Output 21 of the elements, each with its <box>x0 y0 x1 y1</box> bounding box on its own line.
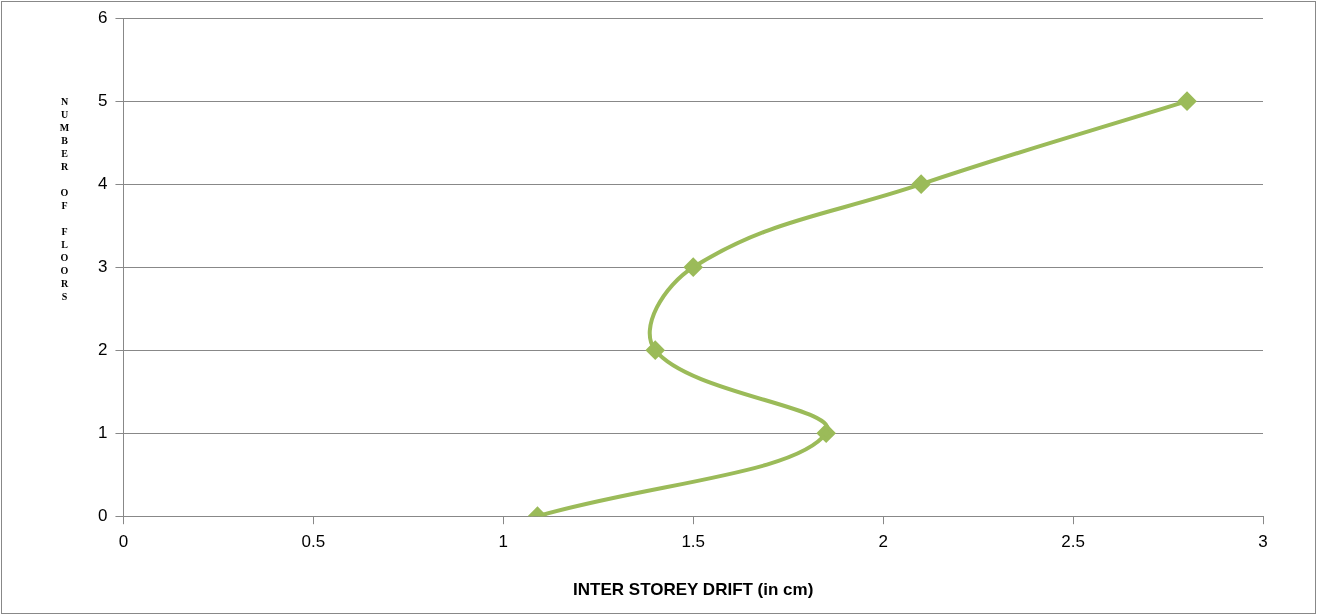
y-tick-label: 5 <box>97 90 108 110</box>
x-tick-label: 1.5 <box>681 532 706 552</box>
y-axis-title: NUMBER OF FLOORS <box>58 96 70 304</box>
y-tick-label: 6 <box>97 7 108 27</box>
y-tick-label: 2 <box>97 339 108 359</box>
point <box>1178 92 1197 111</box>
x-tick-label: 2.5 <box>1061 532 1085 552</box>
point <box>684 258 703 277</box>
y-tick-label: 0 <box>97 505 108 525</box>
y-tick-label: 3 <box>97 256 108 276</box>
point <box>817 424 836 443</box>
point <box>646 341 665 360</box>
x-tick-label: 2 <box>878 532 888 552</box>
x-axis-title: INTER STOREY DRIFT (in cm) <box>573 580 814 600</box>
x-tick-label: 1 <box>498 532 509 552</box>
x-tick-label: 3 <box>1258 532 1268 552</box>
y-tick-label: 1 <box>97 422 108 442</box>
y-tick-label: 4 <box>97 173 108 193</box>
x-tick-label: 0.5 <box>301 532 326 552</box>
x-tick-label: 0 <box>118 532 129 552</box>
point <box>912 175 931 194</box>
